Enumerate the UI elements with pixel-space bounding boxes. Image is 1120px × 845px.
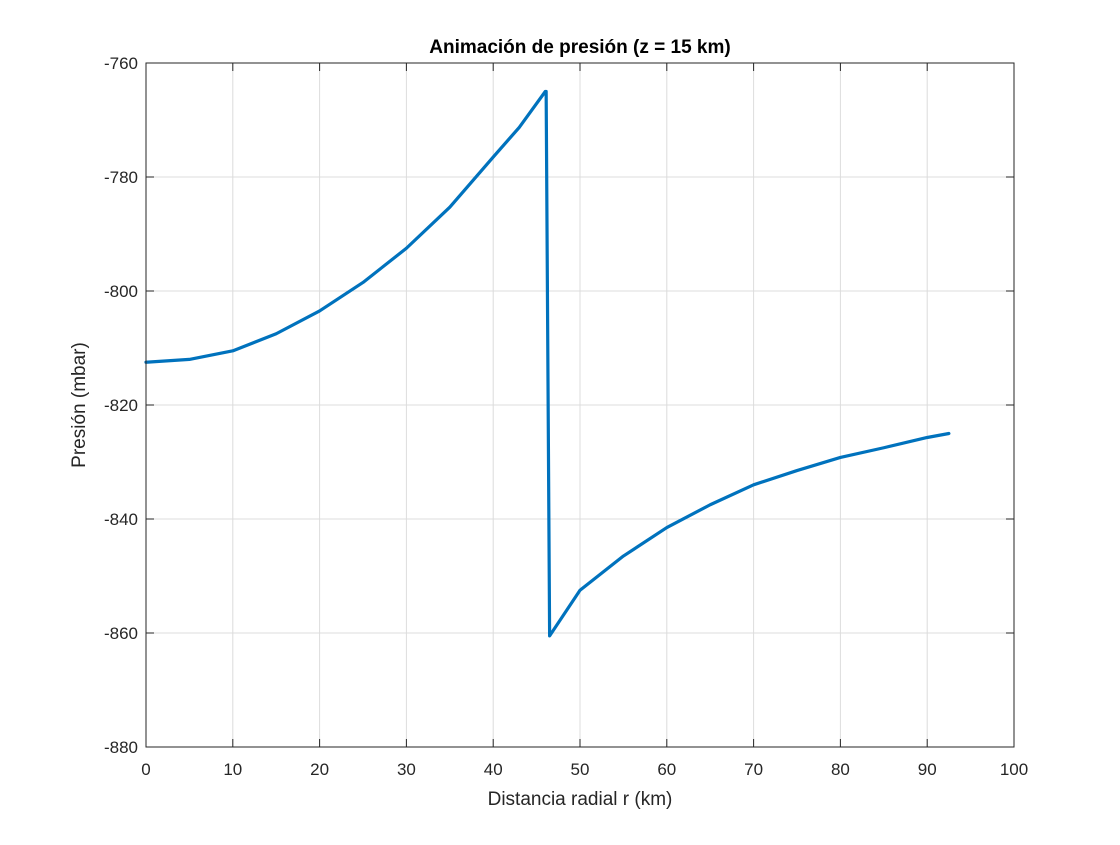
x-tick-label: 20 bbox=[310, 760, 329, 779]
x-tick-label: 70 bbox=[744, 760, 763, 779]
x-tick-label: 40 bbox=[484, 760, 503, 779]
x-tick-label: 50 bbox=[571, 760, 590, 779]
x-tick-label: 10 bbox=[223, 760, 242, 779]
x-tick-label: 0 bbox=[141, 760, 150, 779]
series-layer bbox=[144, 89, 951, 638]
x-tick-label: 100 bbox=[1000, 760, 1028, 779]
x-tick-label: 90 bbox=[918, 760, 937, 779]
y-tick-label: -820 bbox=[104, 396, 138, 415]
y-tick-label: -840 bbox=[104, 510, 138, 529]
x-axis-label: Distancia radial r (km) bbox=[488, 789, 673, 810]
y-tick-label: -880 bbox=[104, 738, 138, 757]
x-tick-label: 30 bbox=[397, 760, 416, 779]
y-tick-label: -760 bbox=[104, 54, 138, 73]
series-line bbox=[144, 89, 951, 638]
x-tick-label: 60 bbox=[657, 760, 676, 779]
y-tick-label: -860 bbox=[104, 624, 138, 643]
chart-title: Animación de presión (z = 15 km) bbox=[429, 37, 730, 58]
x-tick-label: 80 bbox=[831, 760, 850, 779]
y-axis-label: Presión (mbar) bbox=[69, 342, 90, 468]
ticks: 0 10 20 30 40 50 60 70 80 90 100 -880 -860 -840 -820 -8… bbox=[104, 54, 1028, 779]
y-tick-label: -800 bbox=[104, 282, 138, 301]
y-tick-label: -780 bbox=[104, 168, 138, 187]
